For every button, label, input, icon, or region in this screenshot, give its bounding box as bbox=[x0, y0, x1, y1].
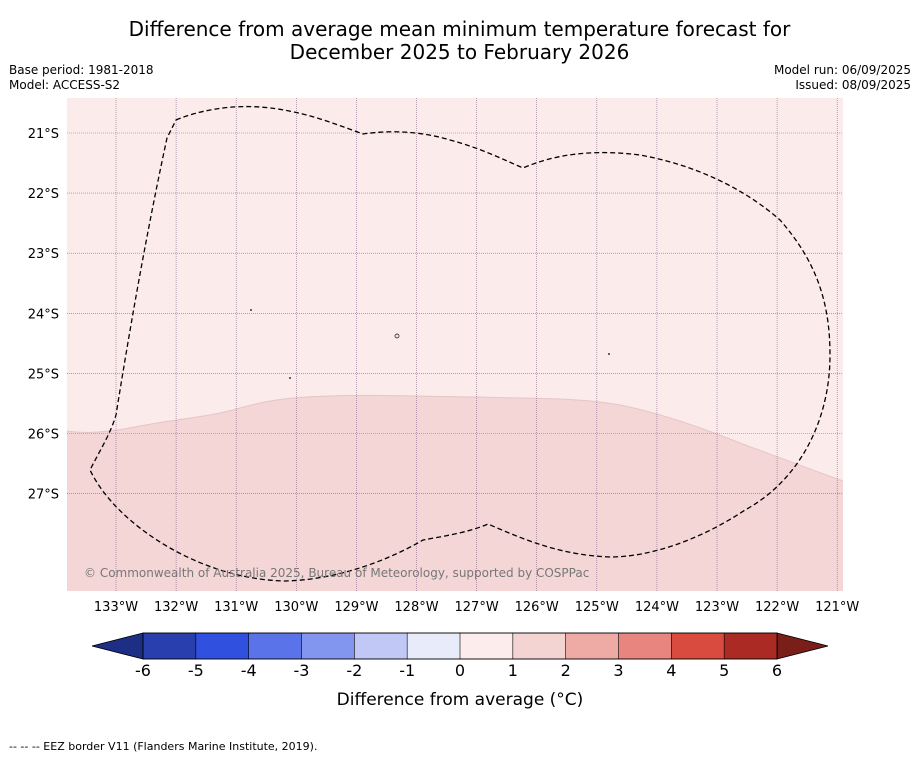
longitude-label: 128°W bbox=[394, 600, 438, 615]
colorbar-tick-label: 2 bbox=[561, 661, 571, 680]
colorbar-tick-label: 4 bbox=[666, 661, 676, 680]
title-line-2: December 2025 to February 2026 bbox=[289, 40, 630, 64]
map-panel: © Commonwealth of Australia 2025, Bureau… bbox=[66, 98, 844, 591]
colorbar-cell bbox=[354, 632, 408, 660]
colorbar-tick-label: 5 bbox=[719, 661, 729, 680]
latitude-label: 24°S bbox=[28, 307, 59, 322]
longitude-label: 132°W bbox=[154, 600, 198, 615]
colorbar-cell bbox=[459, 632, 514, 660]
longitude-labels: 133°W 132°W 131°W 130°W 129°W 128°W 127°W 126°W… bbox=[94, 600, 860, 615]
eez-border bbox=[89, 105, 831, 582]
colorbar-label: Difference from average (°C) bbox=[337, 690, 584, 710]
colorbar-under-arrow bbox=[91, 632, 144, 660]
colorbar-tick-label: -3 bbox=[294, 661, 310, 680]
colorbar-ticks: -6 -5 -4 -3 -2 -1 0 1 2 3 4 5 6 bbox=[135, 661, 782, 680]
colorbar-tick-label: -4 bbox=[241, 661, 257, 680]
colorbar-cell bbox=[195, 632, 250, 660]
colorbar-cell bbox=[565, 632, 620, 660]
latitude-label: 25°S bbox=[28, 367, 59, 382]
meta-left: Base period: 1981-2018 Model: ACCESS-S2 bbox=[9, 63, 154, 93]
colorbar-tick-label: 6 bbox=[772, 661, 782, 680]
colorbar-cell bbox=[671, 632, 725, 660]
longitude-label: 121°W bbox=[815, 600, 859, 615]
island-marker bbox=[394, 333, 400, 339]
colorbar-cells bbox=[142, 632, 778, 660]
base-period: Base period: 1981-2018 bbox=[9, 63, 154, 77]
graticule bbox=[67, 98, 843, 591]
island-marker bbox=[250, 309, 252, 311]
latitude-label: 26°S bbox=[28, 428, 59, 443]
island-marker bbox=[289, 377, 291, 379]
model-name: Model: ACCESS-S2 bbox=[9, 78, 121, 92]
latitude-label: 27°S bbox=[28, 488, 59, 503]
zone-1-2 bbox=[67, 395, 843, 591]
longitude-label: 124°W bbox=[635, 600, 679, 615]
latitude-label: 23°S bbox=[28, 247, 59, 262]
colorbar: -6 -5 -4 -3 -2 -1 0 1 2 3 4 5 6 Difference from aver… bbox=[91, 632, 829, 710]
longitude-label: 131°W bbox=[214, 600, 258, 615]
colorbar-tick-label: -6 bbox=[135, 661, 151, 680]
colorbar-cell bbox=[248, 632, 303, 660]
model-run: Model run: 06/09/2025 bbox=[773, 63, 911, 77]
longitude-label: 127°W bbox=[455, 600, 499, 615]
footer-note: -- -- -- EEZ border V11 (Flanders Marine… bbox=[9, 740, 318, 753]
colorbar-tick-label: -1 bbox=[399, 661, 415, 680]
colorbar-over-arrow bbox=[776, 632, 829, 660]
longitude-label: 126°W bbox=[515, 600, 559, 615]
map-title: Difference from average mean minimum tem… bbox=[0, 18, 919, 64]
latitude-label: 22°S bbox=[28, 187, 59, 202]
longitude-label: 123°W bbox=[695, 600, 739, 615]
meta-right: Model run: 06/09/2025 Issued: 08/09/2025 bbox=[774, 63, 911, 93]
island-marker bbox=[608, 353, 610, 355]
copyright-text: © Commonwealth of Australia 2025, Bureau… bbox=[84, 566, 589, 580]
longitude-label: 122°W bbox=[755, 600, 799, 615]
colorbar-cell bbox=[723, 632, 778, 660]
colorbar-tick-label: -2 bbox=[346, 661, 362, 680]
colorbar-tick-label: 1 bbox=[508, 661, 518, 680]
colorbar-tick-label: -5 bbox=[188, 661, 204, 680]
zone-boundary bbox=[66, 394, 844, 482]
title-line-1: Difference from average mean minimum tem… bbox=[128, 17, 791, 41]
longitude-label: 125°W bbox=[575, 600, 619, 615]
longitude-label: 133°W bbox=[94, 600, 138, 615]
longitude-label: 129°W bbox=[334, 600, 378, 615]
colorbar-outline bbox=[142, 632, 778, 660]
latitude-labels: 21°S 22°S 23°S 24°S 25°S 26°S 27°S bbox=[28, 127, 59, 503]
colorbar-cell bbox=[618, 632, 672, 660]
issued-date: Issued: 08/09/2025 bbox=[795, 78, 911, 92]
colorbar-tick-label: 0 bbox=[455, 661, 465, 680]
colorbar-tick-label: 3 bbox=[613, 661, 623, 680]
colorbar-cell bbox=[142, 632, 197, 660]
latitude-label: 21°S bbox=[28, 127, 59, 142]
longitude-label: 130°W bbox=[274, 600, 318, 615]
colorbar-cell bbox=[406, 632, 461, 660]
colorbar-cell bbox=[301, 632, 355, 660]
colorbar-cell bbox=[512, 632, 567, 660]
